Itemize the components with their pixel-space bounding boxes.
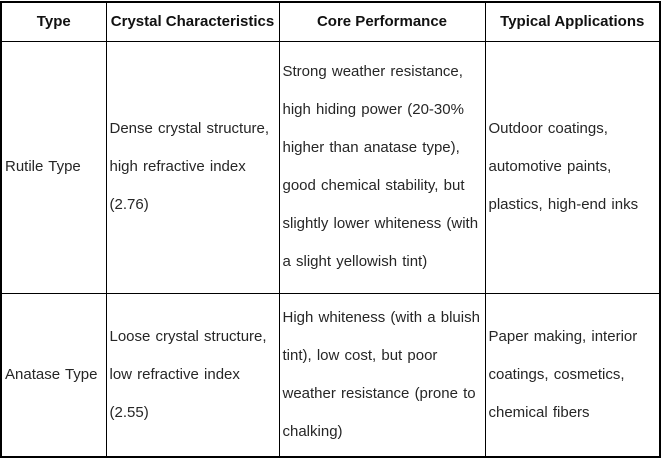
cell-rutile-performance: Strong weather resistance, high hiding p… [278,40,486,294]
header-type: Type [0,1,107,42]
cell-anatase-applications: Paper making, interior coatings, cosmeti… [484,292,661,458]
cell-rutile-type: Rutile Type [0,40,107,294]
header-crystal-characteristics: Crystal Characteristics [105,1,280,42]
table-row-rutile: Rutile Type Dense crystal structure, hig… [0,40,661,294]
cell-anatase-crystal: Loose crystal structure, low refractive … [105,292,280,458]
cell-rutile-crystal: Dense crystal structure, high refractive… [105,40,280,294]
header-core-performance: Core Performance [278,1,486,42]
cell-rutile-applications: Outdoor coatings, automotive paints, pla… [484,40,661,294]
table-row-anatase: Anatase Type Loose crystal structure, lo… [0,292,661,458]
cell-anatase-type: Anatase Type [0,292,107,458]
header-row: Type Crystal Characteristics Core Perfor… [0,1,661,42]
header-typical-applications: Typical Applications [484,1,661,42]
cell-anatase-performance: High whiteness (with a bluish tint), low… [278,292,486,458]
